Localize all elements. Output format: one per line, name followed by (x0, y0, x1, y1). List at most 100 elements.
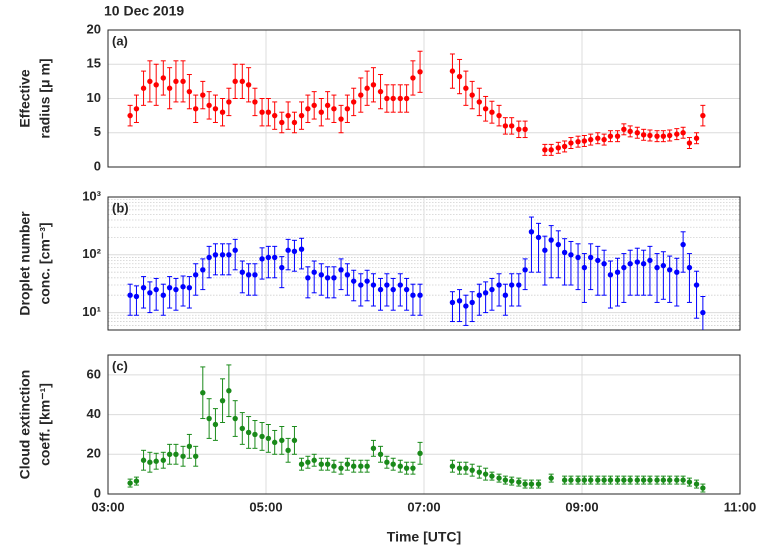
chart-title: 10 Dec 2019 (104, 3, 184, 19)
data-point (555, 145, 561, 151)
data-point (344, 272, 351, 278)
data-point (627, 261, 633, 267)
data-point (212, 421, 219, 428)
data-point (350, 278, 357, 284)
data-point (271, 254, 278, 261)
data-point (271, 439, 278, 446)
data-point (364, 463, 370, 469)
data-point (291, 119, 298, 126)
series (127, 216, 706, 330)
data-point (259, 433, 265, 440)
data-point (686, 479, 693, 485)
y-tick-label: 10¹ (82, 304, 101, 319)
data-point (660, 133, 667, 139)
data-point (219, 109, 226, 115)
data-point (279, 119, 285, 126)
data-point (279, 437, 285, 444)
data-point (508, 123, 515, 129)
x-tick-label: 11:00 (724, 499, 757, 514)
y-tick-label: 5 (94, 124, 101, 139)
data-point (456, 73, 463, 80)
y-tick-label: 10 (87, 90, 101, 105)
data-point (390, 286, 396, 293)
data-point (186, 88, 193, 95)
data-point (568, 252, 574, 258)
data-point (147, 78, 153, 85)
data-point (192, 453, 199, 459)
data-point (555, 241, 561, 248)
data-point (476, 292, 482, 298)
data-point (252, 99, 258, 105)
data-point (318, 461, 324, 467)
data-point (338, 465, 344, 471)
data-point (226, 388, 232, 394)
data-point (364, 85, 370, 91)
data-point (133, 106, 140, 112)
data-point (607, 477, 614, 483)
data-point (245, 429, 252, 436)
data-point (496, 282, 502, 288)
data-point (575, 138, 581, 145)
y-tick-label: 20 (87, 446, 101, 461)
y-tick-label: 15 (87, 56, 101, 71)
data-point (206, 415, 212, 422)
data-point (516, 282, 522, 288)
data-point (561, 143, 568, 150)
data-point (581, 477, 588, 483)
data-point (291, 248, 298, 254)
y-tick-label: 10³ (82, 188, 101, 203)
data-point (666, 132, 673, 139)
data-point (581, 138, 588, 144)
data-point (153, 458, 159, 464)
data-point (674, 269, 680, 275)
data-point (279, 264, 285, 271)
data-point (522, 126, 528, 133)
data-point (700, 485, 706, 491)
data-point (358, 463, 364, 469)
x-tick-label: 05:00 (249, 499, 282, 514)
data-point (680, 130, 686, 136)
data-point (482, 106, 489, 112)
data-point (660, 477, 667, 483)
data-point (311, 269, 317, 275)
data-point (324, 275, 331, 281)
data-point (693, 481, 700, 487)
data-point (219, 397, 226, 404)
data-point (496, 475, 502, 481)
data-point (298, 461, 305, 467)
data-point (265, 435, 272, 442)
data-point (192, 272, 199, 278)
series (127, 50, 706, 156)
data-point (542, 247, 548, 253)
data-point (265, 109, 272, 115)
y-tick-label: 60 (87, 366, 101, 381)
data-point (686, 264, 693, 271)
data-point (410, 292, 416, 298)
data-point (318, 109, 324, 115)
data-point (390, 95, 396, 102)
data-point (133, 478, 140, 484)
y-tick-label: 20 (87, 21, 101, 36)
axes-box (107, 29, 741, 168)
data-point (133, 293, 140, 300)
data-point (331, 463, 337, 469)
data-point (680, 477, 686, 483)
data-point (489, 286, 495, 293)
data-point (166, 451, 173, 457)
data-point (232, 415, 238, 422)
data-point (212, 106, 219, 112)
panel-label: (b) (112, 200, 129, 215)
data-point (127, 112, 133, 119)
data-point (344, 106, 351, 112)
data-point (634, 477, 640, 483)
data-point (377, 88, 384, 95)
data-point (311, 102, 317, 109)
data-point (502, 123, 509, 129)
data-point (298, 112, 305, 119)
data-point (693, 135, 700, 141)
data-point (634, 259, 640, 265)
data-point (305, 275, 311, 281)
data-point (674, 131, 680, 137)
data-point (252, 272, 258, 278)
data-point (489, 109, 495, 115)
